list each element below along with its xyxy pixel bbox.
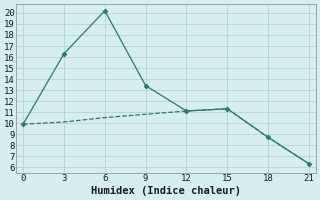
- X-axis label: Humidex (Indice chaleur): Humidex (Indice chaleur): [91, 186, 241, 196]
